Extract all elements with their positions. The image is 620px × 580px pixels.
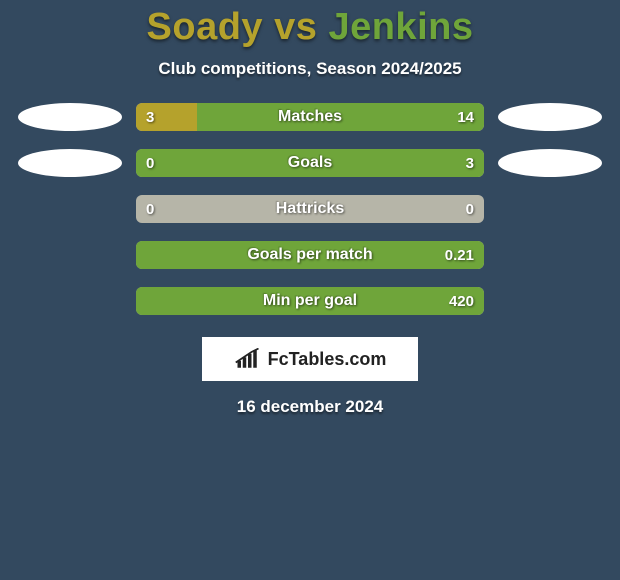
vs-separator: vs bbox=[263, 6, 328, 48]
bar-fill-right bbox=[197, 103, 484, 131]
stat-bar: Min per goal 420 bbox=[136, 287, 484, 315]
stat-row: Min per goal 420 bbox=[0, 287, 620, 315]
spacer bbox=[498, 195, 602, 223]
stat-bar: 3 Matches 14 bbox=[136, 103, 484, 131]
spacer bbox=[498, 241, 602, 269]
spacer bbox=[498, 287, 602, 315]
date-text: 16 december 2024 bbox=[237, 397, 384, 417]
bar-track bbox=[136, 149, 484, 177]
player-right-name: Jenkins bbox=[328, 6, 473, 48]
bar-track bbox=[136, 195, 484, 223]
spacer bbox=[18, 195, 122, 223]
bar-fill-right bbox=[136, 287, 484, 315]
logo-text: FcTables.com bbox=[268, 349, 387, 370]
player-left-marker bbox=[18, 149, 122, 177]
chart-icon bbox=[234, 348, 262, 370]
player-right-marker bbox=[498, 103, 602, 131]
page-title: Soady vs Jenkins bbox=[147, 6, 474, 49]
comparison-infographic: Soady vs Jenkins Club competitions, Seas… bbox=[0, 0, 620, 580]
stat-bar: 0 Hattricks 0 bbox=[136, 195, 484, 223]
logo-box: FcTables.com bbox=[202, 337, 418, 381]
player-left-marker bbox=[18, 103, 122, 131]
bar-track bbox=[136, 103, 484, 131]
stat-row: Goals per match 0.21 bbox=[0, 241, 620, 269]
bar-track bbox=[136, 287, 484, 315]
stat-bar: 0 Goals 3 bbox=[136, 149, 484, 177]
player-right-marker bbox=[498, 149, 602, 177]
spacer bbox=[18, 287, 122, 315]
stat-row: 3 Matches 14 bbox=[0, 103, 620, 131]
bar-fill-right bbox=[136, 241, 484, 269]
player-left-name: Soady bbox=[147, 6, 264, 48]
stat-row: 0 Hattricks 0 bbox=[0, 195, 620, 223]
bar-fill-left bbox=[136, 103, 197, 131]
subtitle: Club competitions, Season 2024/2025 bbox=[158, 59, 461, 79]
stat-bar: Goals per match 0.21 bbox=[136, 241, 484, 269]
bar-fill-right bbox=[136, 149, 484, 177]
stats-rows: 3 Matches 14 0 Goals 3 bbox=[0, 103, 620, 315]
bar-track bbox=[136, 241, 484, 269]
spacer bbox=[18, 241, 122, 269]
stat-row: 0 Goals 3 bbox=[0, 149, 620, 177]
